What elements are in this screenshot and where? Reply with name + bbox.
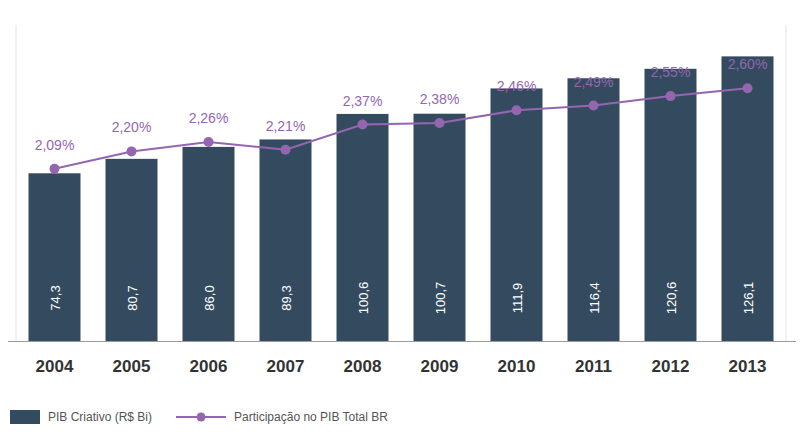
x-tick-label: 2011 xyxy=(575,357,612,376)
x-tick-label: 2010 xyxy=(498,357,536,376)
line xyxy=(55,88,748,169)
line-point xyxy=(435,118,445,128)
line-label: 2,46% xyxy=(497,78,537,94)
line-label: 2,09% xyxy=(35,137,75,153)
bar-label: 126,1 xyxy=(741,282,756,315)
line-point xyxy=(358,120,368,130)
bar xyxy=(414,114,466,341)
bar xyxy=(722,56,774,341)
line-label: 2,49% xyxy=(574,74,614,90)
bar xyxy=(106,159,158,341)
bar xyxy=(260,139,312,341)
x-tick-label: 2012 xyxy=(652,357,690,376)
x-tick-label: 2009 xyxy=(421,357,459,376)
line-point xyxy=(512,105,522,115)
x-tick-label: 2008 xyxy=(344,357,382,376)
line-label: 2,55% xyxy=(651,64,691,80)
legend: PIB Criativo (R$ Bi) Participação no PIB … xyxy=(10,410,388,424)
bar-label: 80,7 xyxy=(125,285,140,310)
y-axis-line xyxy=(16,25,17,341)
x-tick-label: 2004 xyxy=(36,357,74,376)
legend-marker xyxy=(197,413,206,422)
x-tick-label: 2013 xyxy=(729,357,767,376)
bar-label: 74,3 xyxy=(48,285,63,310)
line-point xyxy=(743,83,753,93)
bar-label: 86,0 xyxy=(202,285,217,310)
bar xyxy=(29,173,81,341)
x-tick-label: 2005 xyxy=(113,357,151,376)
bar xyxy=(645,69,697,341)
bar xyxy=(337,114,389,341)
line-point xyxy=(666,91,676,101)
bar-label: 116,4 xyxy=(587,282,602,314)
bar-label: 120,6 xyxy=(664,282,679,315)
bar xyxy=(568,78,620,341)
legend-label: Participação no PIB Total BR xyxy=(234,410,388,424)
bar xyxy=(491,88,543,341)
bar-label: 100,7 xyxy=(433,282,448,315)
x-tick-label: 2007 xyxy=(267,357,305,376)
x-tick-label: 2006 xyxy=(190,357,228,376)
bar-label: 111,9 xyxy=(510,283,525,314)
line-label: 2,60% xyxy=(728,56,768,72)
bar xyxy=(183,147,235,341)
bar-label: 100,6 xyxy=(356,282,371,315)
line-label: 2,26% xyxy=(189,110,229,126)
chart: 74,3 80,7 86,0 89,3 100,6 100,7 111,9 116,4 120,… xyxy=(0,0,804,435)
bar-label: 89,3 xyxy=(279,285,294,310)
line-label: 2,38% xyxy=(420,91,460,107)
line-point xyxy=(50,164,60,174)
y2-axis-line xyxy=(786,25,787,341)
line-label: 2,20% xyxy=(112,119,152,135)
line-point xyxy=(204,137,214,147)
line-point xyxy=(589,101,599,111)
line-point xyxy=(281,145,291,155)
legend-swatch xyxy=(10,410,40,424)
line-point xyxy=(127,146,137,156)
line-label: 2,37% xyxy=(343,93,383,109)
line-label: 2,21% xyxy=(266,118,306,134)
plot-marks xyxy=(29,56,774,341)
legend-label: PIB Criativo (R$ Bi) xyxy=(48,410,152,424)
labels: 74,3 80,7 86,0 89,3 100,6 100,7 111,9 116,4 120,… xyxy=(35,56,768,376)
x-axis-line xyxy=(8,341,796,342)
